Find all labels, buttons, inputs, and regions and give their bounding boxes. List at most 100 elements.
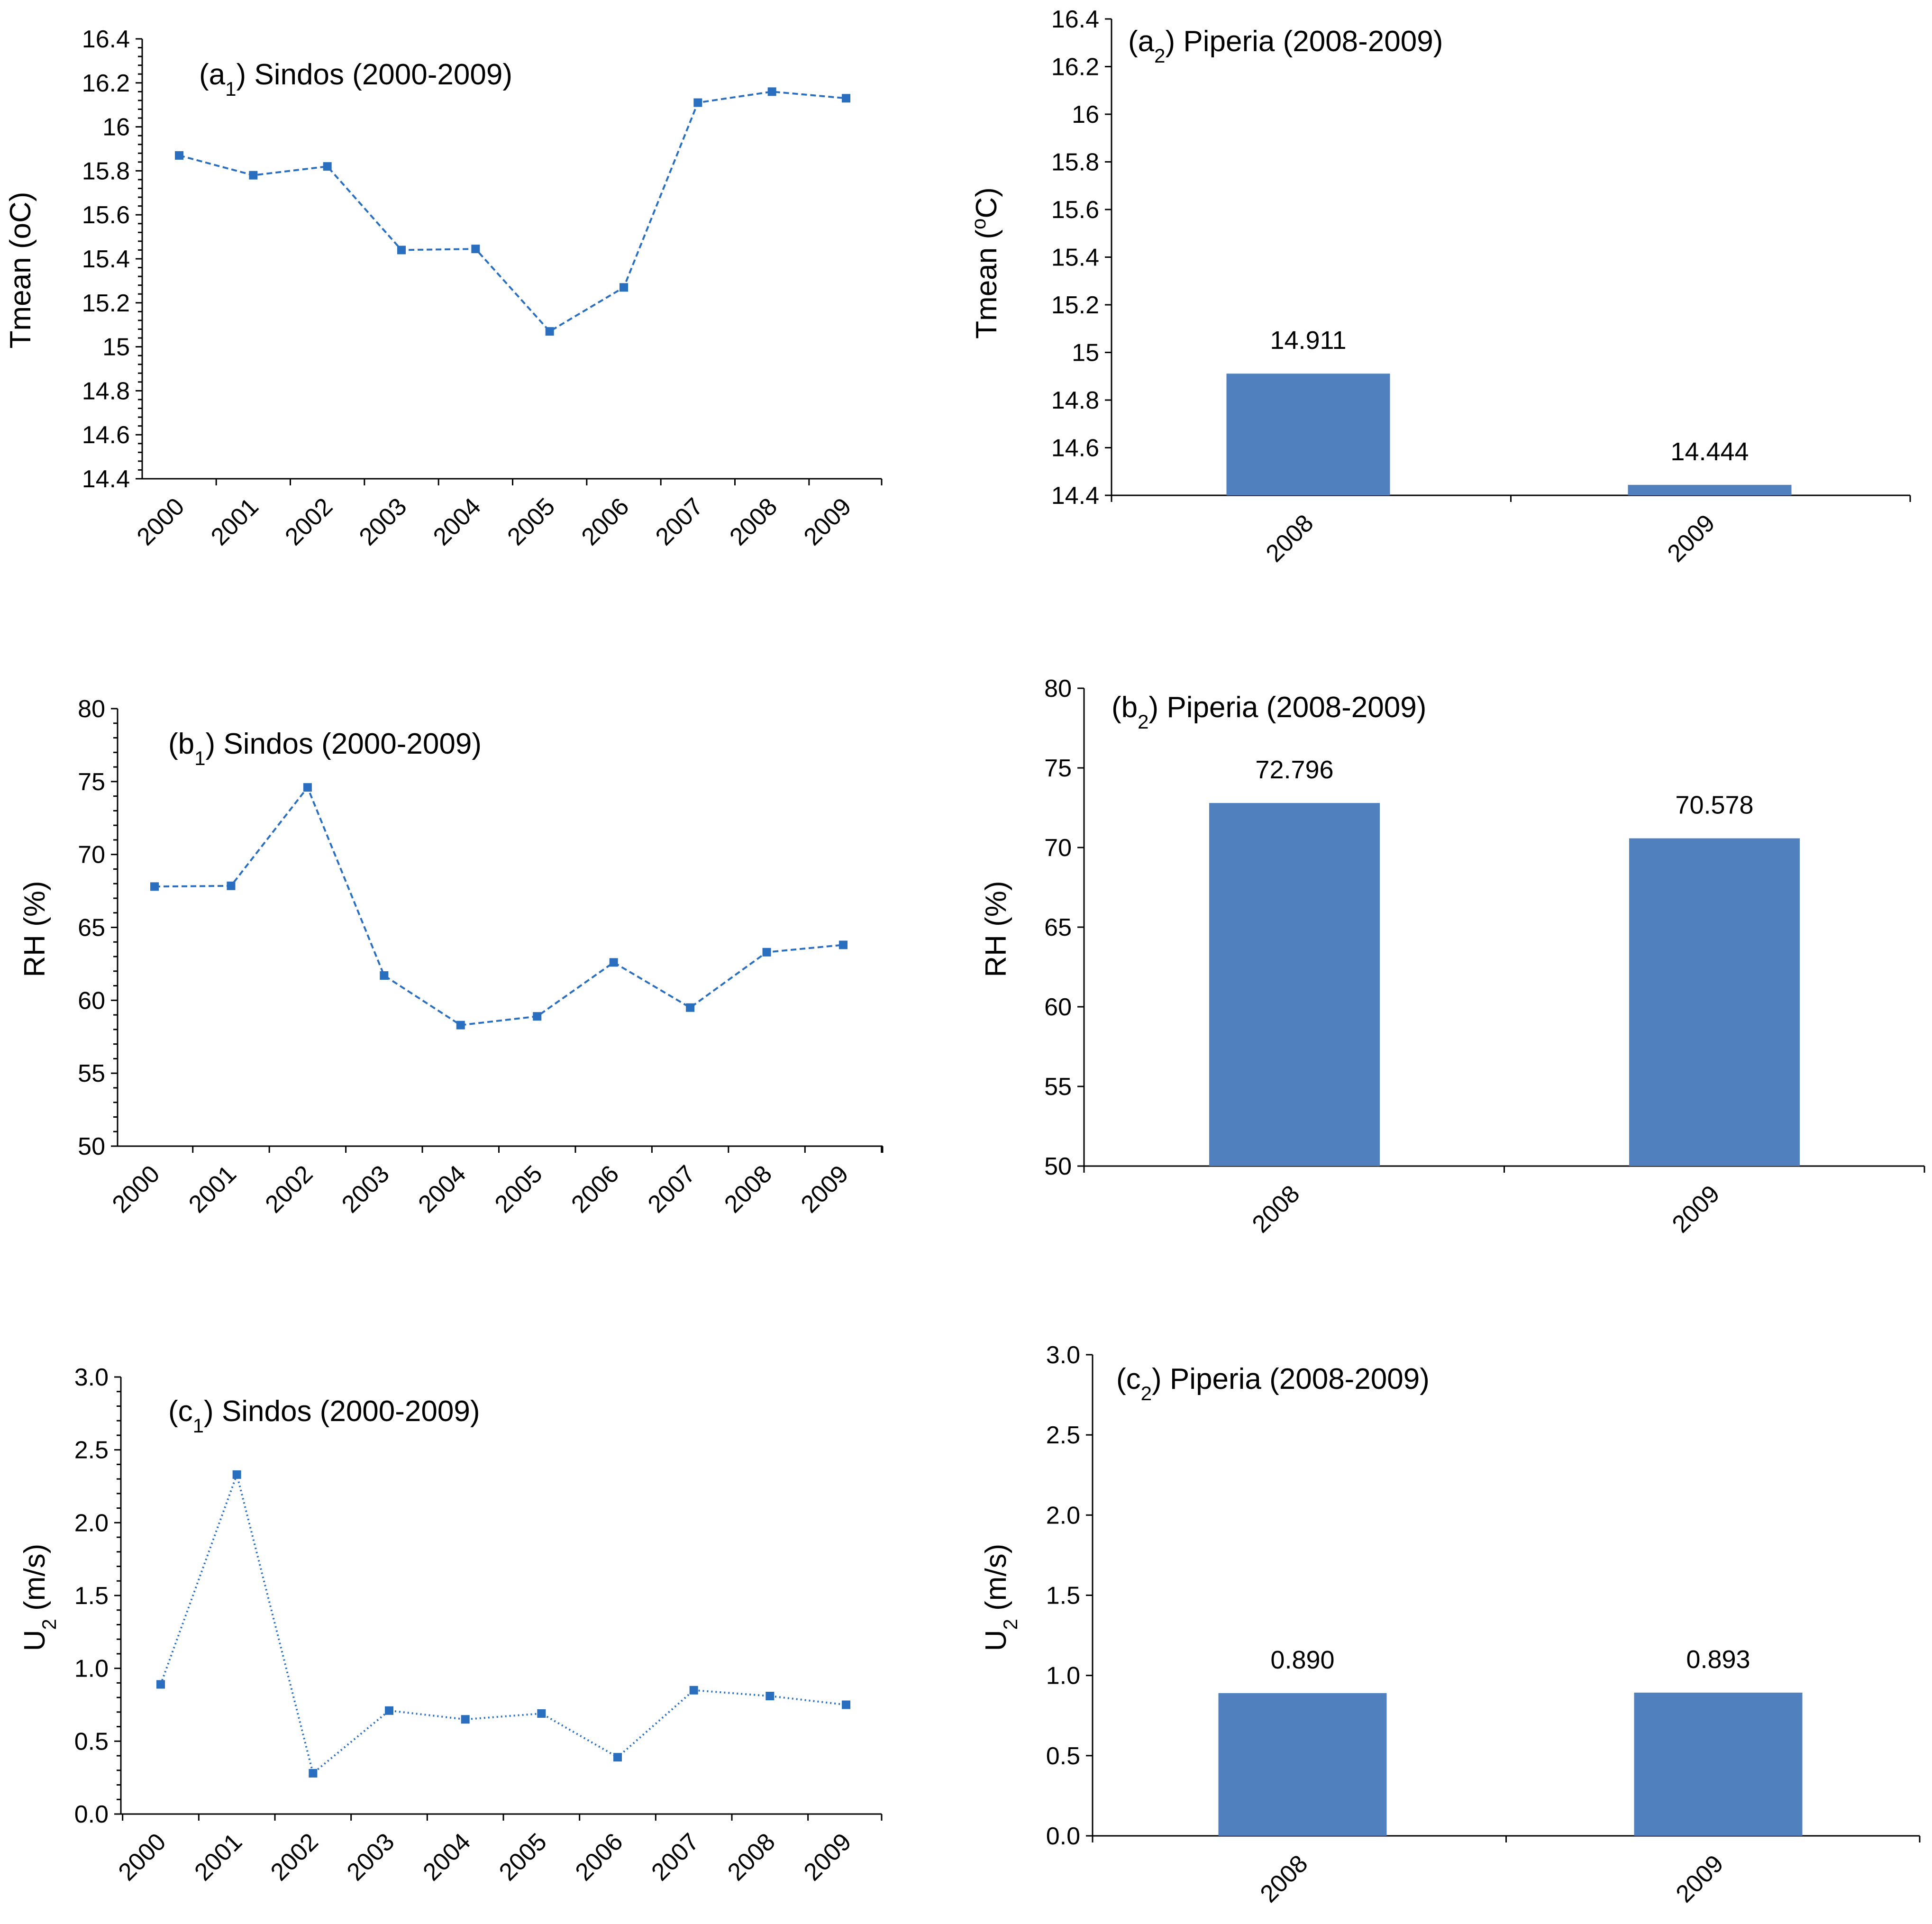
x-tick-label: 2005 (490, 1160, 548, 1218)
data-point (323, 162, 332, 171)
bar-data-label: 0.890 (1270, 1646, 1334, 1674)
y-axis-label: Tmean (oC) (4, 192, 37, 349)
x-tick-label: 2009 (1662, 509, 1721, 567)
panel-title-part-1: (a (1128, 25, 1155, 58)
y-axis-label-superscript: o (967, 219, 990, 229)
panel-title-part-2: ) Sindos (2000-2009) (206, 728, 482, 760)
y-tick-label: 3.0 (1046, 1341, 1080, 1369)
y-tick-label: 15 (1072, 339, 1099, 367)
data-point (767, 87, 776, 96)
panel-title-subscript: 2 (1141, 1382, 1152, 1404)
y-axis-label-subscript: 2 (38, 1619, 60, 1630)
y-tick-label: 0.0 (74, 1801, 109, 1828)
y-tick-label: 14.6 (82, 421, 130, 449)
y-tick-label: 14.4 (1051, 482, 1099, 510)
x-tick-label: 2001 (206, 492, 264, 551)
y-tick-label: 55 (1044, 1073, 1072, 1101)
x-tick-label: 2009 (799, 492, 857, 551)
y-tick-label: 75 (1044, 755, 1072, 782)
data-point (609, 958, 618, 967)
y-tick-label: 60 (78, 987, 105, 1014)
data-point (380, 971, 389, 980)
bar-data-label: 0.893 (1686, 1645, 1750, 1674)
y-axis-label-part-2: C) (970, 187, 1003, 218)
y-tick-label: 65 (78, 914, 105, 942)
x-tick-label: 2003 (337, 1160, 395, 1218)
y-axis-label: Tmean (oC) (967, 187, 1003, 339)
panel-title-subscript: 2 (1154, 45, 1165, 67)
x-tick-label: 2007 (650, 492, 709, 551)
y-tick-label: 2.5 (1046, 1422, 1080, 1449)
x-tick-label: 2000 (107, 1160, 165, 1218)
data-point (620, 283, 628, 292)
y-tick-label: 15.2 (1051, 292, 1099, 319)
y-tick-label: 15.8 (82, 157, 130, 185)
x-tick-label: 2001 (183, 1160, 242, 1218)
y-tick-label: 75 (78, 768, 105, 796)
x-tick-label: 2006 (566, 1160, 624, 1218)
data-point (762, 948, 771, 957)
panel-title-part-1: (c (1116, 1363, 1141, 1395)
bar-data-label: 72.796 (1255, 756, 1333, 784)
x-tick-label: 2008 (719, 1160, 777, 1218)
panel-title-part-2: ) Piperia (2008-2009) (1152, 1363, 1430, 1395)
y-tick-label: 15.8 (1051, 149, 1099, 176)
bar-data-label: 70.578 (1675, 791, 1753, 820)
y-tick-label: 55 (78, 1060, 105, 1087)
y-tick-label: 14.4 (82, 465, 130, 493)
x-tick-label: 2002 (260, 1160, 319, 1218)
y-axis-label-part-1: Tmean ( (970, 229, 1003, 339)
y-tick-label: 15.4 (82, 246, 130, 273)
panel-title-subscript: 1 (194, 747, 205, 769)
panel-title-part-1: (a (199, 58, 226, 91)
y-tick-label: 3.0 (74, 1364, 109, 1391)
y-tick-label: 2.0 (1046, 1502, 1080, 1529)
x-tick-label: 2004 (413, 1160, 471, 1218)
data-point (232, 1470, 241, 1479)
y-tick-label: 80 (1044, 675, 1072, 702)
data-point (397, 246, 406, 255)
x-tick-label: 2004 (418, 1828, 476, 1886)
y-tick-label: 14.8 (82, 377, 130, 405)
panel-a2: 14.4 14.6 14.8 15 15.2 15.4 15.6 15.8 16 16.2 16.4… (967, 6, 1911, 567)
x-tick-label: 2008 (1261, 509, 1319, 567)
y-axis-label: U2 (m/s) (18, 1544, 60, 1651)
y-tick-label: 16.2 (82, 70, 130, 97)
panel-title: (a2) Piperia (2008-2009) (1128, 25, 1443, 67)
x-tick-label: 2009 (796, 1160, 854, 1218)
y-tick-label: 14.6 (1051, 435, 1099, 462)
y-tick-label: 70 (1044, 834, 1072, 862)
y-tick-label: 1.0 (1046, 1662, 1080, 1690)
y-tick-label: 70 (78, 841, 105, 869)
y-tick-label: 15 (102, 334, 130, 361)
x-tick-label: 2000 (132, 492, 190, 551)
y-axis-label-part-2: (m/s) (980, 1544, 1012, 1619)
y-tick-label: 0.0 (1046, 1823, 1080, 1850)
panel-title: (c2) Piperia (2008-2009) (1116, 1363, 1430, 1404)
bar (1628, 484, 1792, 495)
data-point (471, 245, 480, 254)
data-point (842, 94, 850, 103)
x-tick-label: 2007 (643, 1160, 701, 1218)
y-tick-label: 16 (102, 114, 130, 141)
data-point (456, 1021, 465, 1030)
x-tick-label: 2006 (570, 1828, 629, 1886)
data-point (839, 940, 848, 949)
y-tick-label: 2.0 (74, 1509, 109, 1537)
data-point (537, 1709, 546, 1718)
bar (1226, 374, 1390, 495)
y-tick-label: 16 (1072, 101, 1099, 128)
y-tick-label: 50 (78, 1133, 105, 1160)
data-point (613, 1753, 622, 1762)
y-axis-label-part-2: (m/s) (18, 1544, 51, 1619)
y-tick-label: 15.2 (82, 290, 130, 317)
panel-title: (b1) Sindos (2000-2009) (168, 728, 482, 769)
panel-title-subscript: 1 (193, 1414, 204, 1437)
y-axis-label: U2 (m/s) (980, 1544, 1021, 1651)
y-tick-label: 1.5 (74, 1582, 109, 1610)
data-point (686, 1003, 695, 1012)
y-tick-label: 0.5 (1046, 1742, 1080, 1770)
data-point (249, 171, 258, 180)
panel-title: (c1) Sindos (2000-2009) (168, 1395, 480, 1437)
